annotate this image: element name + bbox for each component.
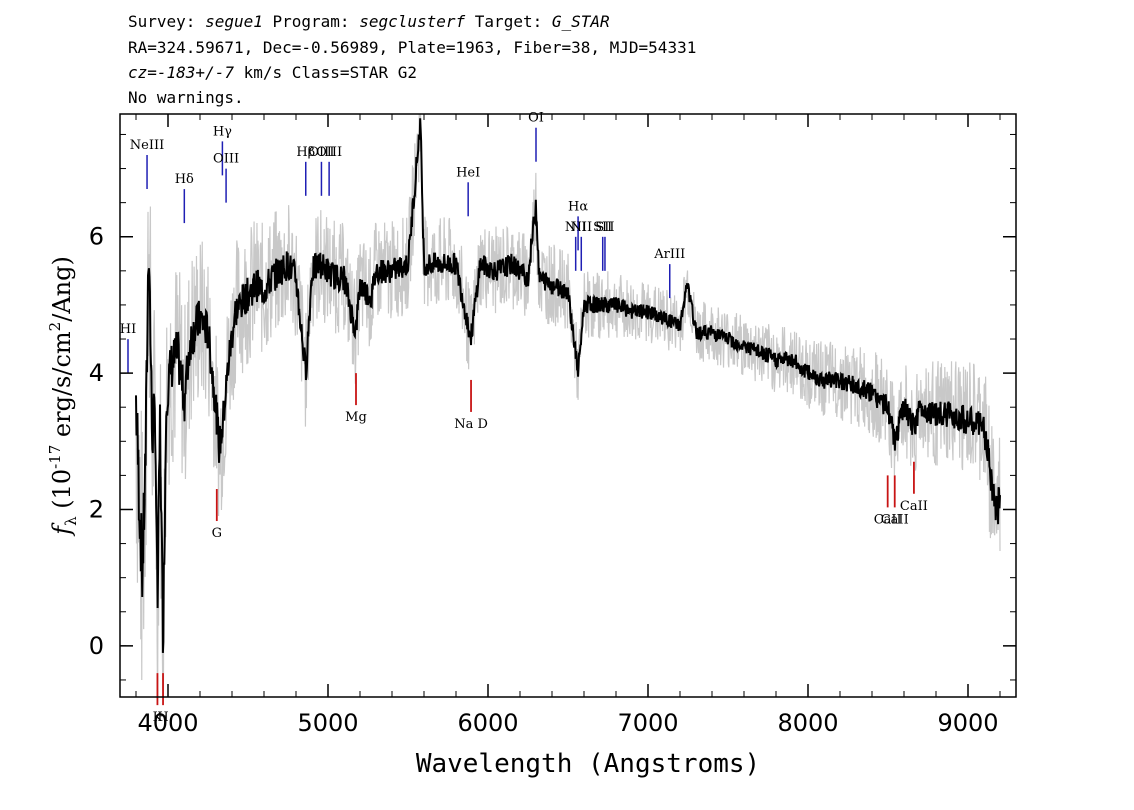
y-axis-label: fλ (10-17 erg/s/cm2/Ang) (46, 256, 80, 537)
absorption-line-label: CaII (874, 512, 902, 527)
y-tick-label: 0 (89, 632, 104, 660)
plot-frame (119, 113, 1017, 698)
absorption-line-label: CaII (881, 512, 909, 527)
absorption-line-label: H (157, 710, 168, 725)
header-line-3: cz=-183+/-7 km/s Class=STAR G2 (128, 63, 417, 83)
emission-line-label: NII (565, 220, 587, 235)
emission-line-label: HI (120, 322, 136, 337)
y-axis-label-part (48, 509, 76, 517)
x-tick-label: 9000 (937, 709, 998, 737)
absorption-line-label: CaII (900, 499, 928, 514)
survey-label: Survey: (128, 12, 206, 31)
emission-line-label: OIII (316, 145, 342, 160)
redshift-value: cz=-183+/-7 (128, 63, 234, 82)
emission-line-label: Hγ (213, 124, 232, 139)
y-tick-label: 4 (89, 359, 104, 387)
absorption-line-label: Mg (345, 410, 367, 425)
x-tick-label: 8000 (777, 709, 838, 737)
y-tick-label: 2 (89, 495, 104, 523)
emission-line-label: ArIII (653, 247, 685, 262)
y-axis-label-part: (10 (48, 469, 76, 509)
x-tick-label: 5000 (297, 709, 358, 737)
emission-line-label: Hα (568, 199, 588, 214)
survey-value: segue1 (205, 12, 263, 31)
y-axis-label-part: -17 (46, 445, 64, 469)
emission-line-label: HeI (456, 165, 480, 180)
program-label: Program: (262, 12, 360, 31)
y-tick-label: 6 (89, 223, 104, 251)
absorption-line-label: Na D (454, 417, 488, 432)
x-tick-label: 7000 (617, 709, 678, 737)
y-axis-label-part: /Ang) (48, 256, 76, 322)
x-tick-label: 4000 (137, 709, 198, 737)
emission-line-label: NeIII (130, 138, 164, 153)
program-value: segclusterf (359, 12, 466, 31)
absorption-line-label: K (153, 710, 163, 725)
header-line-2: RA=324.59671, Dec=-0.56989, Plate=1963, … (128, 38, 697, 57)
class-text: km/s Class=STAR G2 (233, 63, 417, 82)
emission-line-label: Hβ (296, 145, 315, 160)
emission-line-label: SII (593, 220, 612, 235)
target-value: G_STAR (551, 12, 610, 31)
emission-line-label: Hδ (175, 172, 194, 187)
y-axis-label-part: λ (62, 516, 80, 526)
header-line-1: Survey: segue1 Program: segclusterf Targ… (128, 12, 610, 32)
emission-line-label: NII (570, 220, 592, 235)
x-axis-label: Wavelength (Angstroms) (416, 749, 760, 779)
emission-line-label: SII (595, 220, 614, 235)
flux-spectrum-line (135, 118, 1001, 653)
x-tick-label: 6000 (457, 709, 518, 737)
y-axis-label-part: erg/s/cm (48, 331, 76, 445)
emission-line-label: OIII (213, 152, 239, 167)
absorption-line-label: G (212, 526, 222, 541)
emission-line-label: OIII (308, 145, 334, 160)
error-spectrum-line (135, 114, 1001, 697)
emission-line-label: OI (528, 111, 544, 126)
y-axis-label-part: 2 (46, 322, 64, 332)
header-line-4: No warnings. (128, 88, 244, 107)
target-label: Target: (465, 12, 552, 31)
